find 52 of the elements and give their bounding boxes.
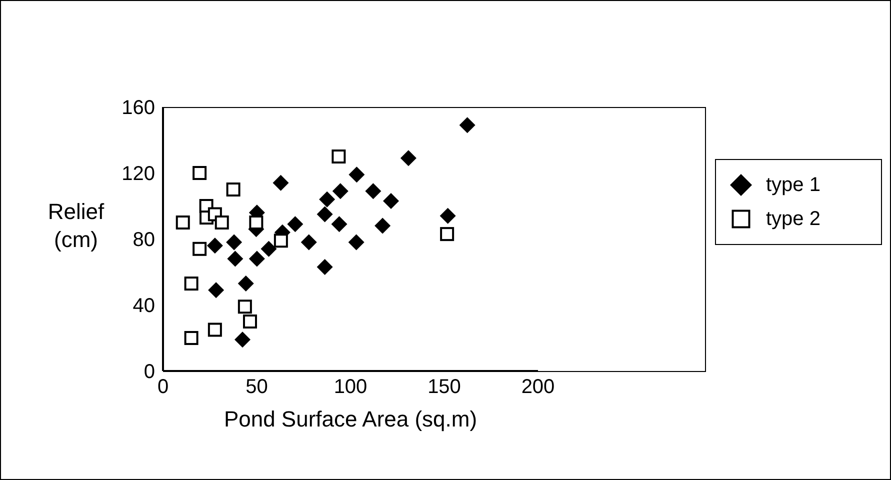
point	[184, 331, 198, 345]
point	[226, 234, 242, 250]
legend-label: type 2	[766, 208, 820, 230]
point	[234, 332, 250, 348]
point	[331, 216, 348, 232]
point	[300, 234, 317, 250]
point	[214, 216, 229, 230]
point	[249, 216, 264, 230]
point	[208, 282, 224, 298]
point	[272, 174, 289, 191]
point	[226, 182, 240, 196]
point	[459, 117, 476, 134]
point	[208, 322, 222, 337]
point	[192, 242, 207, 256]
point	[243, 314, 257, 328]
point	[287, 216, 304, 232]
legend-label: type 1	[766, 174, 820, 196]
point	[332, 183, 348, 200]
point	[260, 240, 277, 257]
point	[274, 234, 288, 248]
point	[316, 206, 333, 222]
x-tick-label: 150	[428, 376, 461, 398]
point	[176, 216, 190, 230]
y-tick-label: 160	[122, 97, 155, 120]
point	[383, 193, 399, 210]
point	[440, 208, 456, 224]
point	[192, 166, 207, 180]
y-tick-label: 0	[144, 361, 155, 384]
y-tick-label: 120	[122, 163, 155, 186]
point	[348, 234, 364, 250]
point	[400, 150, 416, 166]
y-axis-title: Relief (cm)	[48, 199, 106, 252]
point	[319, 191, 336, 208]
point	[238, 300, 252, 314]
x-tick-label: 100	[334, 376, 368, 398]
point	[348, 166, 365, 183]
x-axis-title: Pond Surface Area (sq.m)	[224, 406, 478, 432]
x-tick-label: 0	[157, 376, 169, 398]
x-tick-label: 50	[246, 376, 268, 398]
y-tick-label: 40	[132, 295, 155, 318]
point	[440, 227, 454, 242]
x-tick-label: 200	[521, 376, 555, 398]
point	[365, 183, 382, 200]
point	[184, 276, 198, 291]
point	[227, 250, 244, 267]
point	[316, 259, 333, 276]
point	[206, 238, 223, 254]
point	[238, 276, 254, 292]
point	[248, 250, 265, 267]
y-tick-label: 80	[132, 229, 155, 252]
point	[374, 218, 391, 234]
point	[332, 150, 346, 164]
